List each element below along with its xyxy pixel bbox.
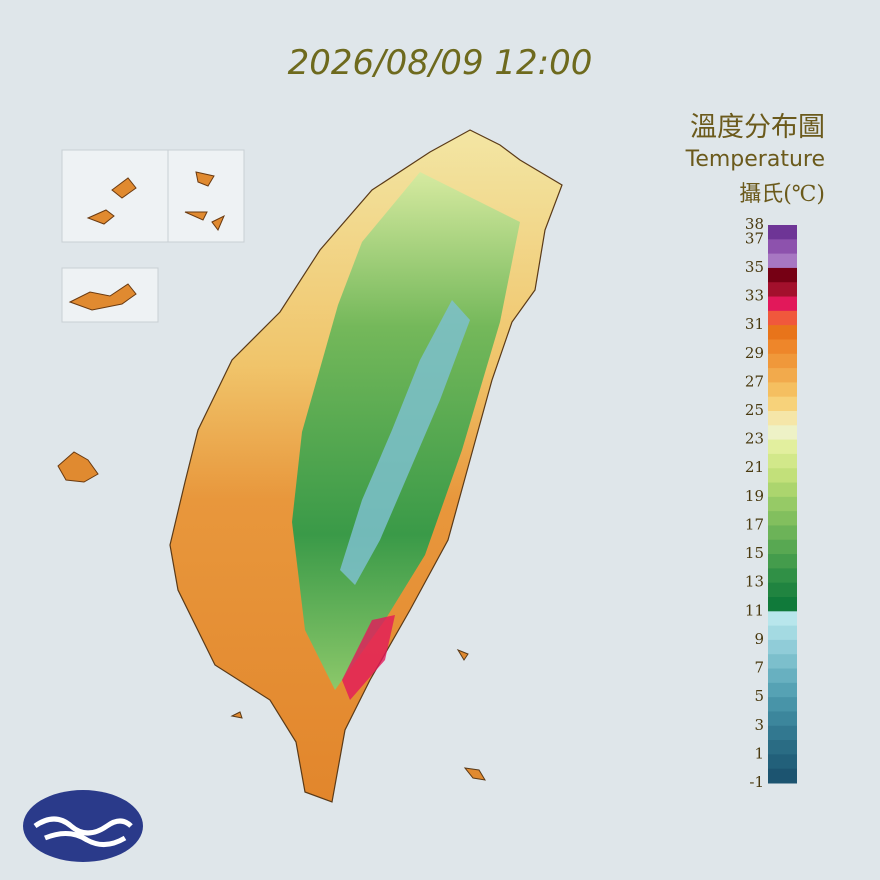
legend-band [768, 225, 797, 240]
legend-band [768, 339, 797, 355]
legend-band [768, 668, 797, 684]
legend-label: 5 [754, 687, 764, 705]
legend-band [768, 439, 797, 455]
taiwan-map [169, 129, 563, 803]
legend-band [768, 411, 797, 426]
legend-label: 15 [745, 544, 764, 562]
legend-band [768, 253, 797, 269]
legend-label: 31 [745, 315, 764, 333]
legend-band [768, 239, 797, 255]
legend-label: 27 [745, 372, 764, 390]
legend-label: 11 [745, 601, 764, 619]
legend-label: 38 [745, 215, 764, 233]
legend-label: 29 [745, 344, 764, 362]
legend-band [768, 725, 797, 741]
legend-label: 21 [745, 458, 764, 476]
legend-band [768, 511, 797, 526]
legend-band [768, 353, 797, 369]
legend-unit: 攝氏(℃) [739, 182, 825, 207]
legend-label: 7 [754, 659, 764, 677]
legend-band [768, 539, 797, 555]
legend-band [768, 482, 797, 498]
legend-band [768, 768, 797, 784]
legend-band [768, 568, 797, 584]
legend-label: 25 [745, 401, 764, 419]
legend-band [768, 325, 797, 340]
legend-band [768, 382, 797, 398]
inset-islands [57, 149, 245, 483]
legend-label: 35 [745, 258, 764, 276]
legend-band [768, 425, 797, 441]
legend-title-en: Temperature [685, 147, 825, 172]
legend-band [768, 611, 797, 627]
legend-label: -1 [749, 773, 764, 791]
legend-label: 1 [754, 744, 764, 762]
legend-label: 17 [745, 515, 764, 533]
legend-band [768, 525, 797, 541]
legend-band [768, 711, 797, 727]
legend-label: 33 [745, 287, 764, 305]
legend-title-zh: 溫度分布圖 [690, 112, 825, 143]
legend-band [768, 453, 797, 469]
timestamp: 2026/08/09 12:00 [288, 43, 593, 83]
legend-band [768, 368, 797, 383]
legend-band [768, 296, 797, 312]
legend-band [768, 654, 797, 670]
legend-label: 9 [754, 630, 764, 648]
legend-band [768, 754, 797, 770]
legend-band [768, 468, 797, 484]
legend-band [768, 554, 797, 569]
legend-band [768, 682, 797, 698]
legend-band [768, 582, 797, 598]
legend-label: 13 [745, 573, 764, 591]
legend-band [768, 697, 797, 712]
legend-band [768, 625, 797, 641]
legend-band [768, 282, 797, 298]
legend-label: 37 [745, 229, 764, 247]
legend-label: 19 [745, 487, 764, 505]
legend-band [768, 310, 797, 326]
legend-band [768, 267, 797, 283]
legend-band [768, 639, 797, 655]
legend-band [768, 740, 797, 755]
legend-band [768, 597, 797, 612]
logo [23, 790, 143, 862]
legend-label: 3 [754, 716, 764, 734]
legend-band [768, 396, 797, 412]
legend-band [768, 496, 797, 512]
legend-label: 23 [745, 430, 764, 448]
